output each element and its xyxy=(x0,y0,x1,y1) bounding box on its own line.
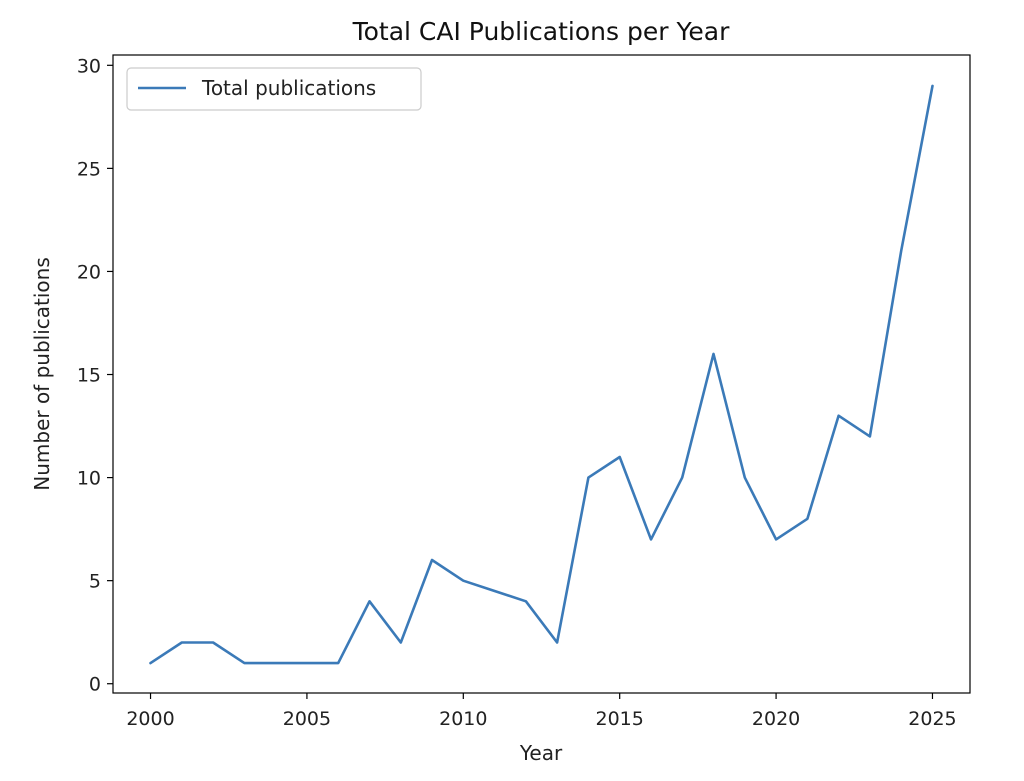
x-tick-label-2005: 2005 xyxy=(283,708,331,730)
y-tick-label-10: 10 xyxy=(77,468,101,490)
y-tick-label-20: 20 xyxy=(77,261,101,283)
y-axis-ticks: 0 5 10 15 20 25 30 xyxy=(77,55,113,696)
legend-frame xyxy=(126,67,422,111)
y-tick-label-0: 0 xyxy=(89,674,101,696)
y-axis-title: Number of publications xyxy=(30,257,54,491)
y-tick-label-15: 15 xyxy=(77,365,101,387)
x-tick-label-2025: 2025 xyxy=(908,708,956,730)
x-axis-ticks: 2000 2005 2010 2015 2020 2025 xyxy=(126,693,957,730)
y-tick-label-30: 30 xyxy=(77,55,101,77)
chart-title: Total CAI Publications per Year xyxy=(352,17,731,46)
y-tick-label-25: 25 xyxy=(77,158,101,180)
series-line-0 xyxy=(149,84,934,665)
legend-label-total-publications: Total publications xyxy=(201,76,376,100)
x-tick-label-2020: 2020 xyxy=(752,708,800,730)
y-tick-label-5: 5 xyxy=(89,571,101,593)
plot-frame xyxy=(112,54,971,694)
legend: Total publications xyxy=(126,67,422,111)
x-tick-label-2000: 2000 xyxy=(126,708,174,730)
x-tick-label-2010: 2010 xyxy=(439,708,487,730)
x-tick-label-2015: 2015 xyxy=(596,708,644,730)
x-axis-title: Year xyxy=(519,741,563,765)
series-group xyxy=(149,84,934,665)
